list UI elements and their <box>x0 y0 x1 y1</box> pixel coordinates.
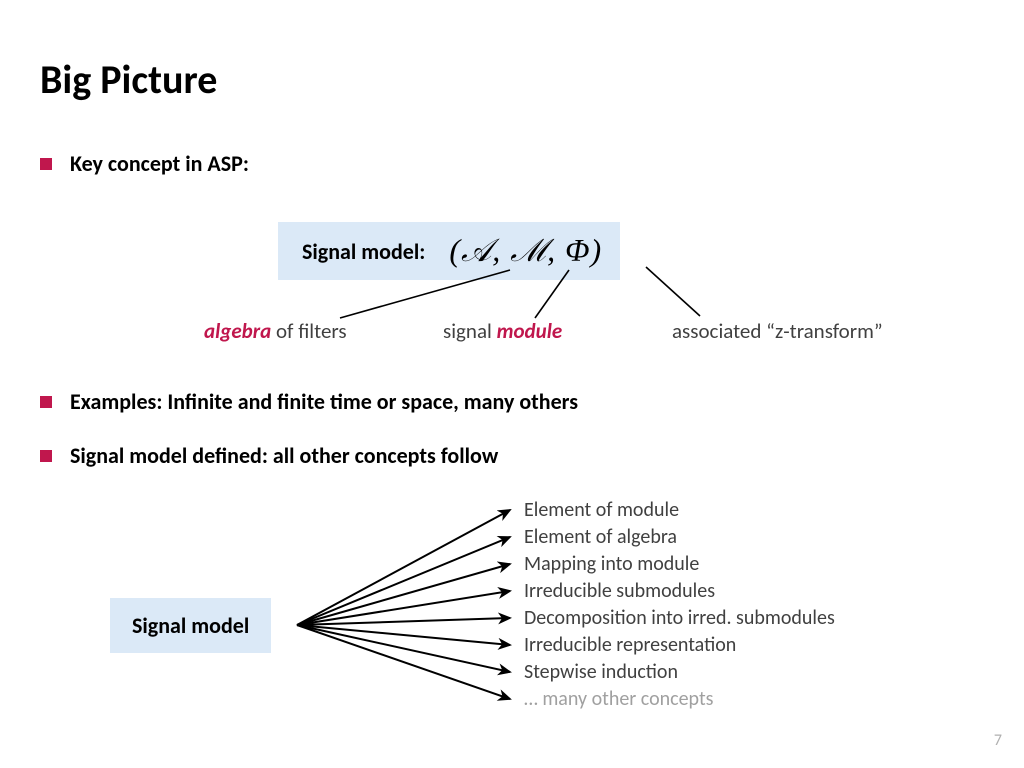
concept-item: Element of algebra <box>524 524 835 551</box>
square-bullet-icon <box>40 158 52 170</box>
concept-item: Mapping into module <box>524 551 835 578</box>
signal-model-box: Signal model: (𝒜, ℳ, Φ) <box>278 222 620 280</box>
concept-item: Decomposition into irred. submodules <box>524 605 835 632</box>
callout-z: associated “z-transform” <box>672 318 883 344</box>
callout-module-em: module <box>497 318 563 344</box>
bullet-row-2: Examples: Infinite and finite time or sp… <box>40 388 578 415</box>
bullet-text-3: Signal model defined: all other concepts… <box>70 442 498 469</box>
callout-algebra: algebra of filters <box>204 318 347 344</box>
bullet-text-2: Examples: Infinite and finite time or sp… <box>70 388 578 415</box>
signal-model-label: Signal model: <box>302 238 425 265</box>
callout-algebra-rest: of filters <box>271 318 346 344</box>
signal-model-tuple: (𝒜, ℳ, Φ) <box>449 232 602 270</box>
callout-module-pre: signal <box>443 318 497 344</box>
square-bullet-icon <box>40 450 52 462</box>
concept-item: Irreducible submodules <box>524 578 835 605</box>
bullet-row-1: Key concept in ASP: <box>40 150 249 177</box>
concept-item-more: … many other concepts <box>524 686 835 713</box>
bullet-row-3: Signal model defined: all other concepts… <box>40 442 498 469</box>
concept-list: Element of module Element of algebra Map… <box>524 497 835 713</box>
concept-item: Irreducible representation <box>524 632 835 659</box>
square-bullet-icon <box>40 396 52 408</box>
signal-model-box-2: Signal model <box>110 598 271 653</box>
concept-item: Stepwise induction <box>524 659 835 686</box>
page-number: 7 <box>994 731 1002 750</box>
callout-module: signal module <box>443 318 562 344</box>
bullet-text-1: Key concept in ASP: <box>70 150 249 177</box>
concept-item: Element of module <box>524 497 835 524</box>
callout-algebra-em: algebra <box>204 318 271 344</box>
page-title: Big Picture <box>40 55 217 104</box>
